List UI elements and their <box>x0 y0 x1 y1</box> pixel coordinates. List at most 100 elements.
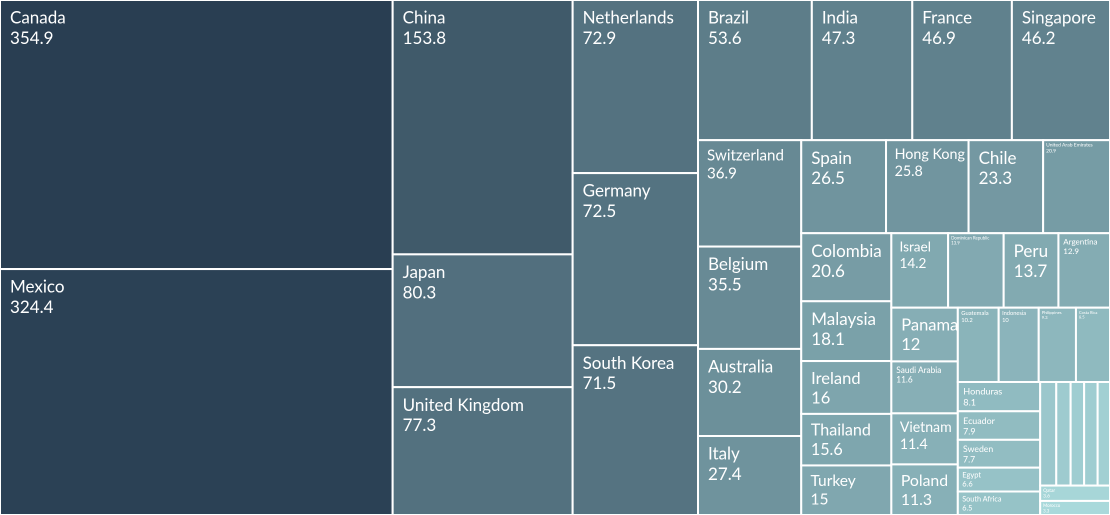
cell-value: 20.9 <box>1046 148 1056 154</box>
cell-label: Indonesia <box>1002 310 1026 317</box>
cell-value: 11.4 <box>900 436 928 453</box>
cell-label: Germany <box>583 180 651 201</box>
cell-label: China <box>403 7 446 28</box>
treemap-cell <box>391 386 574 515</box>
cell-value: 6.5 <box>962 503 972 512</box>
cell-label: Netherlands <box>583 7 674 28</box>
cell-value: 46.2 <box>1022 27 1056 48</box>
cell-label: Canada <box>10 7 66 28</box>
treemap-cell <box>800 300 893 363</box>
cell-label: United Kingdom <box>403 394 524 415</box>
cell-value: 53.6 <box>708 27 742 48</box>
cell-value: 3.6 <box>1043 494 1050 500</box>
cell-value: 7.7 <box>963 454 975 465</box>
cell-value: 23.3 <box>979 167 1013 188</box>
cell-label: Argentina <box>1063 236 1097 246</box>
treemap-cell <box>571 344 699 515</box>
cell-label: South Africa <box>962 495 1002 504</box>
cell-value: 13.7 <box>1014 260 1048 281</box>
cell-label: Morocco <box>1043 503 1061 508</box>
cell-label: Switzerland <box>707 146 784 164</box>
treemap-cell <box>1010 0 1110 142</box>
treemap-cell <box>885 139 970 235</box>
cell-value: 72.5 <box>583 200 617 221</box>
treemap-cell <box>696 434 803 515</box>
cell-label: Saudi Arabia <box>896 365 941 375</box>
cell-label: Malaysia <box>811 308 876 329</box>
treemap-cell <box>1096 380 1110 487</box>
treemap-cell <box>571 172 699 347</box>
cell-label: Honduras <box>963 386 1002 397</box>
cell-label: Spain <box>811 147 852 168</box>
cell-label: Thailand <box>811 421 871 440</box>
cell-value: 13.9 <box>951 241 960 246</box>
cell-label: Japan <box>403 261 446 282</box>
cell-value: 46.9 <box>922 27 956 48</box>
cell-label: Chile <box>979 147 1017 168</box>
treemap-cell <box>0 0 394 271</box>
cell-value: 15.6 <box>811 440 843 459</box>
treemap-cell <box>391 253 574 389</box>
cell-label: Turkey <box>811 472 856 490</box>
cell-label: Sweden <box>963 443 993 454</box>
treemap-cell <box>997 306 1040 383</box>
cell-label: Ecuador <box>963 415 996 426</box>
cell-label: Italy <box>708 443 740 464</box>
cell-value: 7.9 <box>963 426 975 437</box>
cell-value: 30.2 <box>708 376 742 397</box>
cell-value: 14.2 <box>899 255 926 271</box>
cell-label: Poland <box>901 471 948 490</box>
treemap-cell <box>890 360 959 415</box>
cell-label: Israel <box>899 239 930 255</box>
treemap-cell <box>1069 380 1086 487</box>
cell-label: Panama <box>901 314 958 334</box>
cell-value: 47.3 <box>822 27 856 48</box>
cell-label: Ireland <box>811 368 860 388</box>
cell-label: Dominican Republic <box>951 235 989 240</box>
cell-value: 16 <box>811 388 830 408</box>
cell-value: 3.3 <box>1043 508 1050 513</box>
cell-value: 35.5 <box>708 274 742 295</box>
cell-value: 6.6 <box>962 480 973 489</box>
cell-label: Brazil <box>708 7 749 28</box>
treemap-cell <box>1083 380 1099 487</box>
cell-label: Philippines <box>1042 310 1062 315</box>
treemap-cell <box>1042 139 1110 235</box>
cell-value: 71.5 <box>583 372 617 393</box>
treemap-cell <box>571 0 699 175</box>
cell-label: France <box>922 7 972 28</box>
cell-label: Vietnam <box>900 419 952 436</box>
treemap-cell <box>800 232 893 303</box>
cell-label: India <box>822 7 858 28</box>
cell-value: 20.6 <box>811 260 845 281</box>
cell-value: 27.4 <box>708 463 742 484</box>
treemap-cell <box>810 0 914 142</box>
cell-value: 8.5 <box>1079 315 1085 320</box>
cell-value: 11.6 <box>896 375 913 385</box>
cell-label: Colombia <box>811 240 882 261</box>
cell-value: 12 <box>901 334 920 354</box>
cell-label: Egypt <box>962 471 981 480</box>
cell-label: Peru <box>1014 240 1048 261</box>
cell-label: Costa Rica <box>1079 310 1097 315</box>
treemap-cell <box>696 0 813 142</box>
treemap-cell <box>1055 380 1072 487</box>
treemap-cell <box>696 245 803 350</box>
treemap-cell <box>1074 306 1110 383</box>
cell-value: 153.8 <box>403 27 447 48</box>
treemap-cell <box>391 0 574 256</box>
cell-value: 36.9 <box>707 165 737 183</box>
cell-value: 72.9 <box>583 27 617 48</box>
cell-value: 25.8 <box>895 163 923 180</box>
cell-label: Belgium <box>708 253 768 274</box>
treemap-cell <box>800 139 888 235</box>
treemap-cell <box>1057 232 1110 309</box>
cell-label: Qatar <box>1043 488 1055 494</box>
cell-label: Mexico <box>10 276 65 297</box>
cell-value: 354.9 <box>10 27 53 48</box>
cell-value: 10.2 <box>961 317 973 324</box>
cell-value: 12.9 <box>1063 246 1079 256</box>
treemap-cell <box>890 232 950 309</box>
cell-value: 80.3 <box>403 281 437 302</box>
